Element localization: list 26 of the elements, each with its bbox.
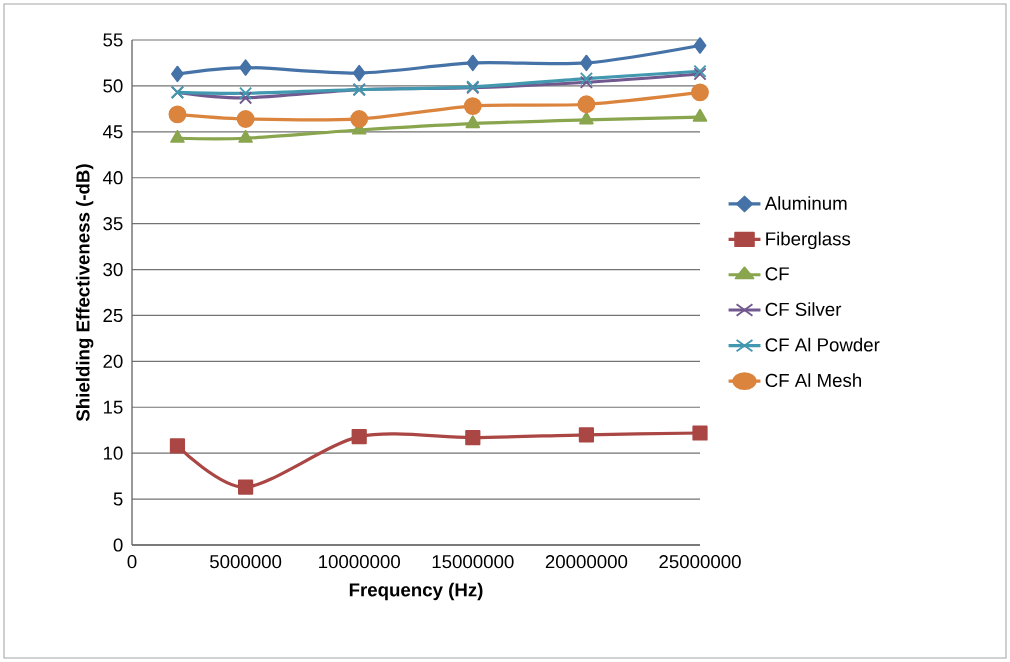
legend-label: CF [765, 267, 789, 281]
legend-label: CF Silver [765, 302, 842, 316]
legend-label: CF Al Mesh [765, 373, 861, 388]
y-tick-label: 50 [103, 79, 123, 93]
x-axis-title: Frequency (Hz) [349, 582, 483, 601]
y-tick-label: 10 [103, 446, 123, 460]
y-tick-label: 20 [103, 354, 123, 368]
y-tick-label: 5 [113, 492, 123, 506]
y-tick-label: 35 [103, 217, 123, 231]
y-tick-label: 40 [102, 171, 123, 185]
x-tick-label: 10000000 [319, 555, 400, 569]
legend-label: Fiberglass [766, 231, 851, 250]
x-tick-label: 5000000 [210, 555, 282, 569]
y-tick-label: 0 [113, 538, 123, 552]
x-tick-label: 15000000 [432, 555, 514, 569]
x-tick-label: 0 [127, 555, 137, 569]
y-tick-label: 45 [102, 125, 123, 139]
y-tick-label: 25 [103, 308, 123, 323]
legend-label: Aluminum [764, 196, 847, 210]
y-tick-label: 30 [103, 262, 123, 277]
x-tick-label: 20000000 [545, 555, 628, 569]
x-tick-label: 25000000 [659, 555, 741, 569]
y-tick-label: 15 [103, 400, 123, 414]
legend-label: CF Al Powder [765, 337, 880, 352]
y-tick-label: 55 [103, 33, 123, 47]
y-axis-title: Shielding Effectiveness (-dB) [75, 164, 94, 422]
